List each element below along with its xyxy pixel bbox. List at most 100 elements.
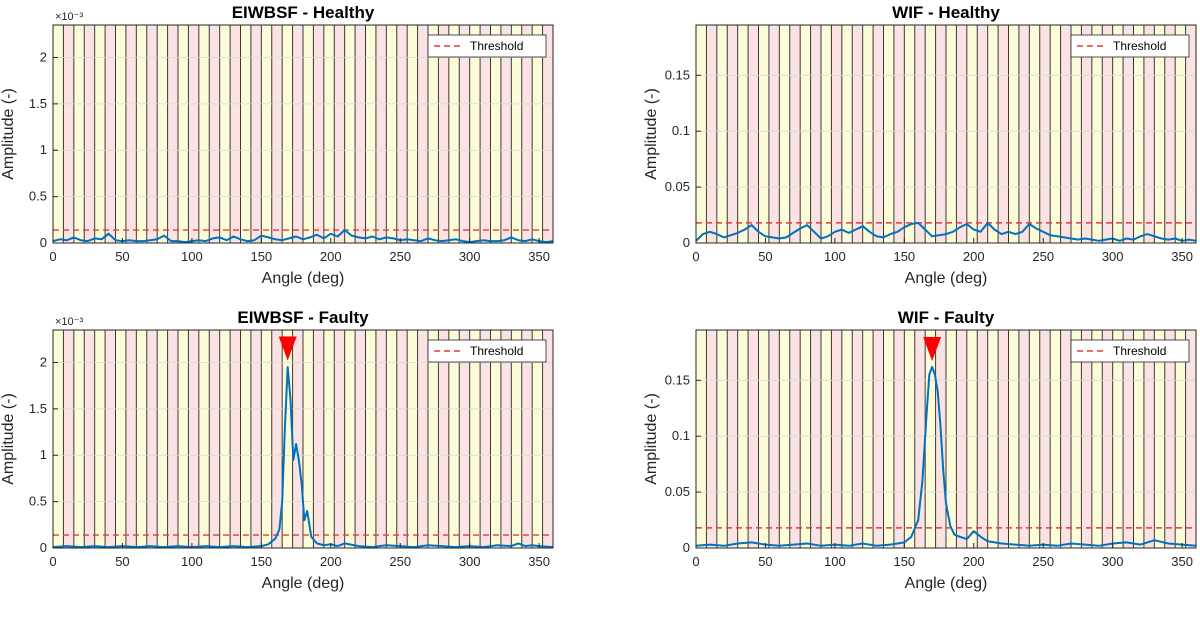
band-pink — [1081, 330, 1092, 548]
band-pink — [852, 25, 863, 243]
y-axis-label: Amplitude (-) — [643, 393, 660, 485]
band-pink — [521, 330, 533, 548]
band-pink — [396, 330, 408, 548]
x-tick-label: 150 — [250, 554, 272, 569]
y-tick-label: 0.1 — [672, 428, 690, 443]
band-pink — [956, 25, 967, 243]
band-pink — [146, 330, 158, 548]
chart-title: EIWBSF - Healthy — [232, 3, 375, 22]
chart-title: WIF - Healthy — [892, 3, 1000, 22]
y-tick-label: 0.15 — [665, 372, 690, 387]
band-pink — [209, 25, 220, 243]
band-pink — [500, 330, 512, 548]
y-tick-label: 0 — [40, 235, 47, 250]
legend-box — [1070, 34, 1190, 58]
band-pink — [1060, 25, 1071, 243]
band-pink — [998, 330, 1009, 548]
band-pink — [1143, 25, 1155, 243]
legend-box — [427, 339, 547, 363]
x-tick-label: 0 — [49, 554, 56, 569]
peak-marker — [278, 336, 297, 361]
band-pink — [727, 25, 738, 243]
y-tick-label: 1 — [40, 142, 47, 157]
x-tick-label: 100 — [181, 554, 203, 569]
band-pink — [292, 25, 303, 243]
y-tick-label: 0.05 — [665, 179, 690, 194]
x-tick-label: 0 — [692, 249, 699, 264]
band-pink — [188, 25, 199, 243]
band-pink — [500, 25, 512, 243]
x-tick-label: 250 — [1032, 249, 1054, 264]
y-tick-label: 0.5 — [29, 189, 47, 204]
band-pink — [63, 330, 74, 548]
y-tick-label: 1.5 — [29, 401, 47, 416]
chart-title: WIF - Faulty — [898, 308, 995, 327]
x-tick-label: 350 — [528, 249, 550, 264]
chart-title: EIWBSF - Faulty — [237, 308, 369, 327]
y-tick-label: 0.05 — [665, 484, 690, 499]
y-tick-label: 0.5 — [29, 494, 47, 509]
band-pink — [935, 25, 946, 243]
band-pink — [334, 330, 345, 548]
signal-line — [52, 366, 554, 549]
band-pink — [459, 330, 470, 548]
band-pink — [1018, 330, 1030, 548]
band-pink — [63, 25, 74, 243]
band-pink — [396, 25, 408, 243]
legend-threshold-label: Threshold — [470, 344, 523, 358]
y-tick-label: 0 — [683, 235, 690, 250]
band-pink — [1164, 330, 1176, 548]
band-pink — [271, 330, 283, 548]
y-tick-label: 0 — [40, 540, 47, 555]
band-pink — [417, 25, 428, 243]
axes-box — [52, 329, 554, 549]
x-tick-label: 350 — [1171, 249, 1193, 264]
band-pink — [1081, 25, 1092, 243]
band-pink — [748, 25, 759, 243]
y-exponent-label: ×10⁻³ — [55, 11, 83, 23]
band-pink — [167, 330, 178, 548]
panel-eiwbsf-healthy: 0 50 100 150 200 250 300 350 0 0.5 1 1.5 2 ×10⁻³ EIWBS… — [0, 3, 554, 287]
band-pink — [1185, 330, 1196, 548]
band-pink — [893, 330, 905, 548]
band-pink — [313, 330, 324, 548]
y-exponent-label: ×10⁻³ — [55, 316, 83, 328]
legend-threshold-label: Threshold — [1113, 39, 1166, 53]
band-pink — [438, 330, 449, 548]
signal-line — [695, 365, 1197, 547]
x-axis-label: Angle (deg) — [905, 270, 988, 287]
band-pink — [1143, 330, 1155, 548]
band-pink — [977, 25, 988, 243]
x-tick-label: 300 — [459, 249, 481, 264]
band-pink — [852, 330, 863, 548]
legend: Threshold — [427, 34, 547, 58]
y-tick-label: 1 — [40, 447, 47, 462]
y-axis-label: Amplitude (-) — [0, 88, 17, 180]
x-axis-label: Angle (deg) — [262, 575, 345, 592]
legend-box — [427, 34, 547, 58]
y-axis-label: Amplitude (-) — [643, 88, 660, 180]
x-tick-label: 0 — [692, 554, 699, 569]
band-pink — [375, 330, 387, 548]
y-tick-label: 0.1 — [672, 123, 690, 138]
x-tick-label: 350 — [1171, 554, 1193, 569]
band-pink — [334, 25, 345, 243]
band-pink — [873, 25, 884, 243]
band-pink — [313, 25, 324, 243]
band-pink — [84, 330, 95, 548]
band-pink — [831, 330, 842, 548]
x-tick-label: 50 — [115, 554, 129, 569]
x-tick-label: 150 — [250, 249, 272, 264]
band-pink — [105, 330, 116, 548]
band-pink — [188, 330, 199, 548]
band-pink — [1039, 25, 1051, 243]
x-tick-label: 100 — [824, 249, 846, 264]
x-tick-label: 100 — [824, 554, 846, 569]
band-pink — [125, 330, 137, 548]
band-pink — [521, 25, 533, 243]
band-pink — [873, 330, 884, 548]
band-pink — [146, 25, 158, 243]
band-pink — [748, 330, 759, 548]
band-pink — [1123, 330, 1134, 548]
